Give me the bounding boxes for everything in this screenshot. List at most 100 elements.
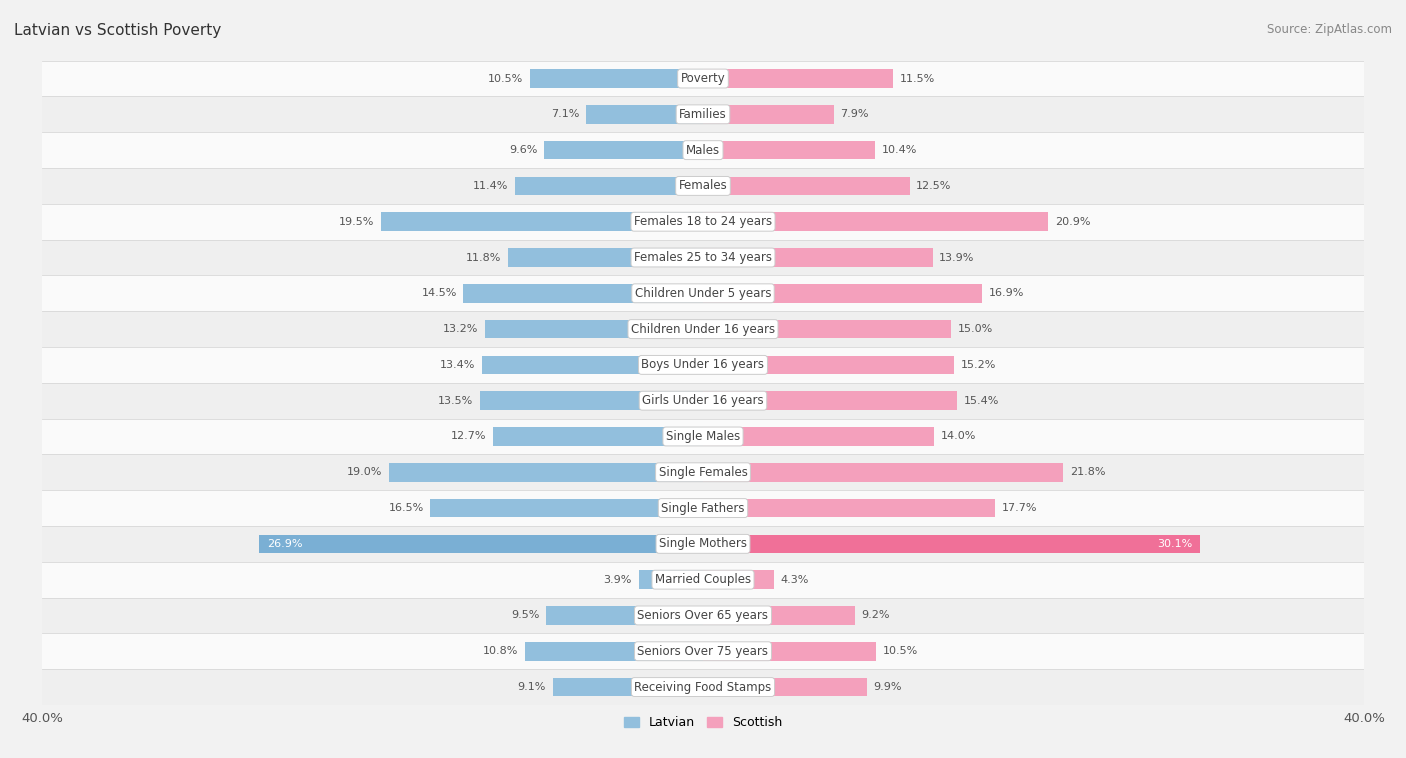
Bar <box>42 61 1364 96</box>
Bar <box>703 212 1049 231</box>
Text: 16.9%: 16.9% <box>988 288 1024 299</box>
Bar <box>703 69 893 88</box>
Bar <box>638 570 703 589</box>
Text: Poverty: Poverty <box>681 72 725 85</box>
Text: 9.6%: 9.6% <box>509 145 537 155</box>
Bar <box>703 356 955 374</box>
Bar <box>703 284 983 302</box>
Bar <box>524 642 703 660</box>
Bar <box>508 248 703 267</box>
Text: Females 25 to 34 years: Females 25 to 34 years <box>634 251 772 264</box>
Text: 11.5%: 11.5% <box>900 74 935 83</box>
Bar <box>703 248 932 267</box>
Text: 10.5%: 10.5% <box>883 647 918 656</box>
Text: 13.2%: 13.2% <box>443 324 478 334</box>
Bar <box>42 454 1364 490</box>
Text: 16.5%: 16.5% <box>388 503 423 513</box>
Text: 17.7%: 17.7% <box>1002 503 1038 513</box>
Text: 3.9%: 3.9% <box>603 575 631 584</box>
Text: 15.0%: 15.0% <box>957 324 993 334</box>
Text: Single Fathers: Single Fathers <box>661 502 745 515</box>
Bar <box>42 634 1364 669</box>
Bar <box>703 391 957 410</box>
Bar <box>703 320 950 338</box>
Text: Latvian vs Scottish Poverty: Latvian vs Scottish Poverty <box>14 23 221 38</box>
Text: Single Males: Single Males <box>666 430 740 443</box>
Bar <box>482 356 703 374</box>
Bar <box>546 606 703 625</box>
Text: Children Under 5 years: Children Under 5 years <box>634 287 772 300</box>
Text: Families: Families <box>679 108 727 121</box>
Text: 19.5%: 19.5% <box>339 217 374 227</box>
Bar <box>42 132 1364 168</box>
Text: 4.3%: 4.3% <box>780 575 808 584</box>
Bar <box>464 284 703 302</box>
Text: Receiving Food Stamps: Receiving Food Stamps <box>634 681 772 694</box>
Bar <box>42 383 1364 418</box>
Text: Seniors Over 65 years: Seniors Over 65 years <box>637 609 769 622</box>
Text: 9.9%: 9.9% <box>873 682 901 692</box>
Text: 21.8%: 21.8% <box>1070 467 1105 478</box>
Text: 26.9%: 26.9% <box>267 539 302 549</box>
Text: Males: Males <box>686 143 720 157</box>
Text: Seniors Over 75 years: Seniors Over 75 years <box>637 645 769 658</box>
Text: Source: ZipAtlas.com: Source: ZipAtlas.com <box>1267 23 1392 36</box>
Bar <box>42 562 1364 597</box>
Text: 10.5%: 10.5% <box>488 74 523 83</box>
Bar <box>703 141 875 159</box>
Text: 13.9%: 13.9% <box>939 252 974 262</box>
Bar <box>530 69 703 88</box>
Text: 15.4%: 15.4% <box>965 396 1000 406</box>
Bar <box>553 678 703 697</box>
Text: 14.0%: 14.0% <box>941 431 976 441</box>
Bar <box>703 534 1201 553</box>
Text: Girls Under 16 years: Girls Under 16 years <box>643 394 763 407</box>
Text: 11.8%: 11.8% <box>465 252 502 262</box>
Text: 10.4%: 10.4% <box>882 145 917 155</box>
Bar <box>479 391 703 410</box>
Text: 10.8%: 10.8% <box>482 647 517 656</box>
Bar <box>703 642 876 660</box>
Text: 19.0%: 19.0% <box>347 467 382 478</box>
Text: 15.2%: 15.2% <box>960 360 995 370</box>
Bar <box>494 428 703 446</box>
Bar <box>42 312 1364 347</box>
Bar <box>430 499 703 518</box>
Text: Females: Females <box>679 180 727 193</box>
Bar <box>42 418 1364 454</box>
Bar <box>42 347 1364 383</box>
Bar <box>42 597 1364 634</box>
Text: Married Couples: Married Couples <box>655 573 751 586</box>
Text: 11.4%: 11.4% <box>472 181 508 191</box>
Bar <box>42 96 1364 132</box>
Text: 9.5%: 9.5% <box>510 610 540 621</box>
Bar <box>586 105 703 124</box>
Bar <box>259 534 703 553</box>
Legend: Latvian, Scottish: Latvian, Scottish <box>619 711 787 735</box>
Text: 9.1%: 9.1% <box>517 682 546 692</box>
Bar <box>389 463 703 481</box>
Text: 12.7%: 12.7% <box>451 431 486 441</box>
Text: 12.5%: 12.5% <box>917 181 952 191</box>
Bar <box>703 606 855 625</box>
Bar <box>42 669 1364 705</box>
Bar <box>42 168 1364 204</box>
Bar <box>515 177 703 196</box>
Bar <box>42 526 1364 562</box>
Text: Single Females: Single Females <box>658 465 748 479</box>
Bar <box>703 105 834 124</box>
Bar <box>42 275 1364 312</box>
Text: 14.5%: 14.5% <box>422 288 457 299</box>
Text: Females 18 to 24 years: Females 18 to 24 years <box>634 215 772 228</box>
Text: Children Under 16 years: Children Under 16 years <box>631 323 775 336</box>
Text: 13.4%: 13.4% <box>440 360 475 370</box>
Bar <box>485 320 703 338</box>
Bar <box>381 212 703 231</box>
Text: 9.2%: 9.2% <box>862 610 890 621</box>
Text: 7.9%: 7.9% <box>841 109 869 119</box>
Text: Boys Under 16 years: Boys Under 16 years <box>641 359 765 371</box>
Bar <box>703 177 910 196</box>
Bar <box>42 490 1364 526</box>
Text: Single Mothers: Single Mothers <box>659 537 747 550</box>
Text: 30.1%: 30.1% <box>1157 539 1192 549</box>
